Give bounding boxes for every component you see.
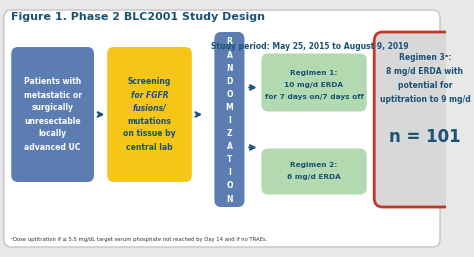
Text: central lab: central lab bbox=[126, 142, 173, 151]
Text: locally: locally bbox=[38, 130, 67, 139]
Text: 8 mg/d ERDA with: 8 mg/d ERDA with bbox=[386, 68, 464, 77]
Text: for 7 days on/7 days off: for 7 days on/7 days off bbox=[264, 94, 364, 99]
Text: N: N bbox=[226, 64, 233, 73]
FancyBboxPatch shape bbox=[11, 47, 94, 182]
Text: Patients with: Patients with bbox=[24, 78, 81, 87]
FancyBboxPatch shape bbox=[214, 32, 245, 207]
Text: for FGFR: for FGFR bbox=[131, 90, 168, 99]
Text: Regimen 2:: Regimen 2: bbox=[291, 161, 337, 168]
Text: N: N bbox=[226, 195, 233, 204]
Text: I: I bbox=[228, 116, 231, 125]
Text: I: I bbox=[228, 168, 231, 177]
Text: n = 101: n = 101 bbox=[389, 128, 461, 146]
Text: A: A bbox=[227, 51, 232, 60]
Text: O: O bbox=[226, 181, 233, 190]
Text: T: T bbox=[227, 155, 232, 164]
FancyBboxPatch shape bbox=[261, 53, 367, 112]
FancyBboxPatch shape bbox=[374, 32, 474, 207]
Text: M: M bbox=[226, 103, 233, 112]
Text: advanced UC: advanced UC bbox=[25, 142, 81, 151]
Text: mutations: mutations bbox=[128, 116, 172, 125]
FancyBboxPatch shape bbox=[4, 10, 440, 247]
Text: ᵃDose uptitration if ≥ 5.5 mg/dL target serum phosphate not reached by Day 14 an: ᵃDose uptitration if ≥ 5.5 mg/dL target … bbox=[11, 237, 267, 242]
FancyBboxPatch shape bbox=[261, 149, 367, 195]
Text: fusions/: fusions/ bbox=[133, 104, 166, 113]
Text: A: A bbox=[227, 142, 232, 151]
Text: Regimen 3ᵃ:: Regimen 3ᵃ: bbox=[399, 52, 451, 61]
Text: potential for: potential for bbox=[398, 81, 452, 90]
Text: unresectable: unresectable bbox=[24, 116, 81, 125]
Text: metastatic or: metastatic or bbox=[24, 90, 82, 99]
Text: Screening: Screening bbox=[128, 78, 171, 87]
FancyBboxPatch shape bbox=[107, 47, 192, 182]
Text: 6 mg/d ERDA: 6 mg/d ERDA bbox=[287, 175, 341, 180]
Text: D: D bbox=[226, 77, 233, 86]
Text: Z: Z bbox=[227, 129, 232, 138]
Text: Figure 1. Phase 2 BLC2001 Study Design: Figure 1. Phase 2 BLC2001 Study Design bbox=[11, 12, 265, 22]
Text: on tissue by: on tissue by bbox=[123, 130, 176, 139]
Text: surgically: surgically bbox=[32, 104, 73, 113]
Text: O: O bbox=[226, 90, 233, 99]
Text: Study period: May 25, 2015 to August 9, 2019: Study period: May 25, 2015 to August 9, … bbox=[211, 42, 409, 51]
Text: uptitration to 9 mg/d: uptitration to 9 mg/d bbox=[380, 96, 470, 105]
Text: 10 mg/d ERDA: 10 mg/d ERDA bbox=[284, 81, 344, 87]
Text: R: R bbox=[227, 38, 232, 47]
Text: Regimen 1:: Regimen 1: bbox=[291, 69, 338, 76]
